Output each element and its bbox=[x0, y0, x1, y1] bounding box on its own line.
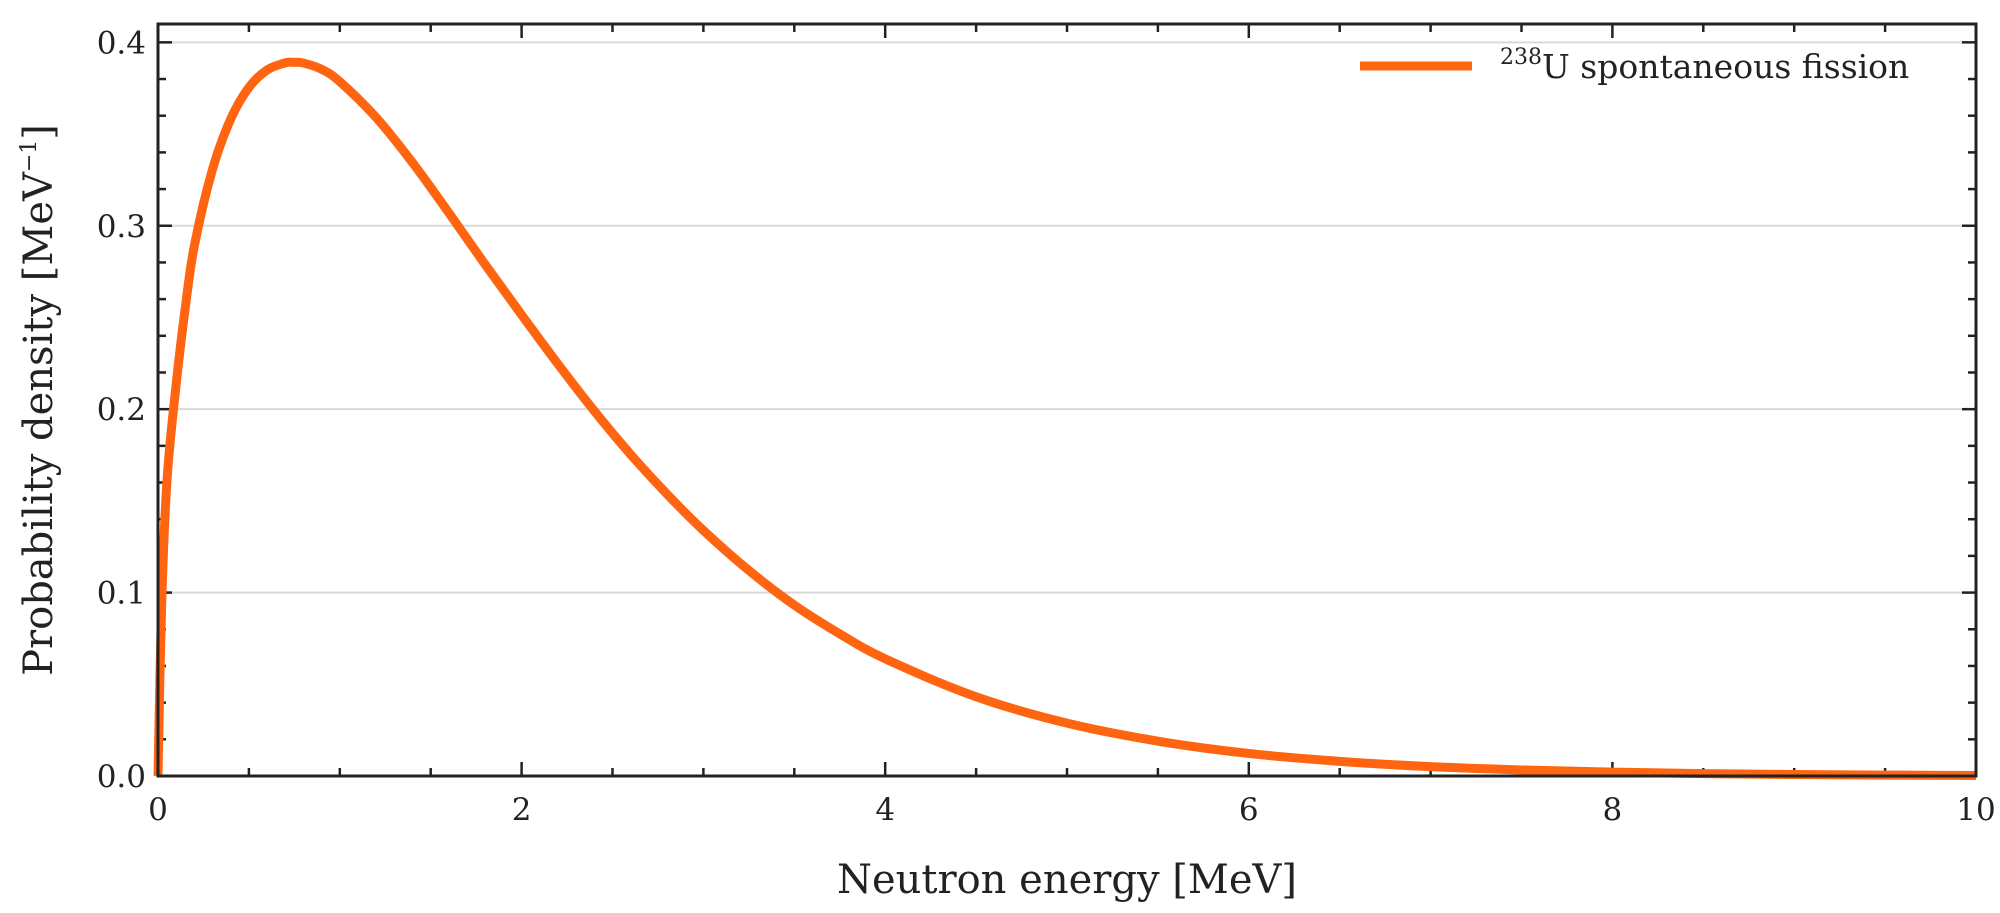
x-tick-label: 0 bbox=[148, 792, 168, 828]
x-tick-label: 4 bbox=[875, 792, 895, 828]
y-tick-label: 0.2 bbox=[97, 392, 146, 428]
x-tick-label: 6 bbox=[1239, 792, 1259, 828]
y-tick-label: 0.4 bbox=[97, 25, 146, 61]
y-axis-label: Probability density [MeV−1] bbox=[16, 124, 62, 676]
legend-label: 238U spontaneous fission bbox=[1500, 45, 1909, 86]
y-tick-label: 0.0 bbox=[97, 759, 146, 795]
ticks bbox=[156, 24, 1978, 778]
legend: 238U spontaneous fission bbox=[1360, 45, 1909, 86]
grid-lines bbox=[158, 41, 1976, 594]
x-axis-label: Neutron energy [MeV] bbox=[837, 857, 1297, 903]
series-line bbox=[153, 57, 1977, 780]
plot-frame bbox=[156, 22, 1978, 778]
y-tick-label: 0.3 bbox=[97, 209, 146, 245]
x-tick-label: 10 bbox=[1956, 792, 1995, 828]
y-tick-label: 0.1 bbox=[97, 576, 146, 612]
tick-labels: 0 2 4 6 8 10 0.0 0.1 0.2 0.3 0.4 bbox=[97, 25, 1996, 828]
x-tick-label: 8 bbox=[1603, 792, 1623, 828]
x-tick-label: 2 bbox=[512, 792, 532, 828]
